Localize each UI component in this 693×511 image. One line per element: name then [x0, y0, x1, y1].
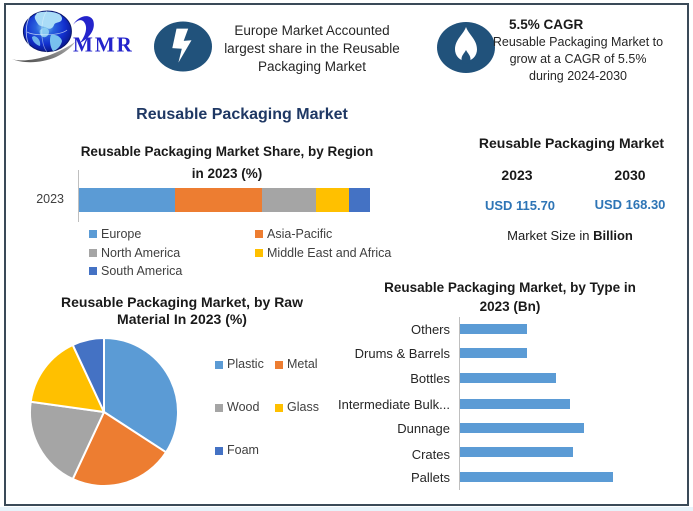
svg-text:MMR: MMR: [73, 33, 134, 57]
